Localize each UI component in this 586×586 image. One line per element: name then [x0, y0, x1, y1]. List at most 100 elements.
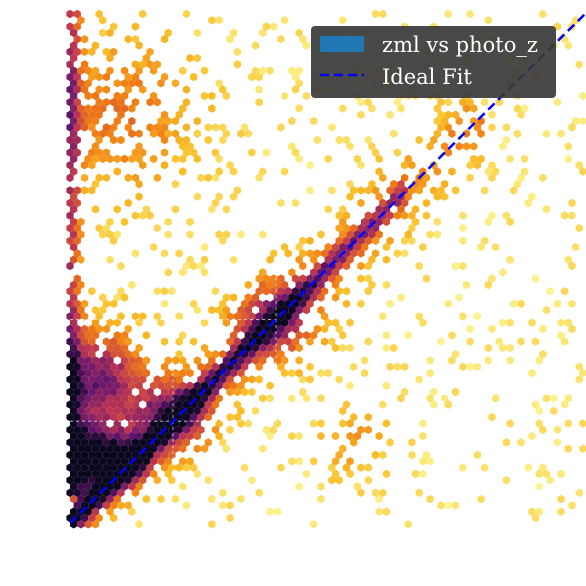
hexbin-cell: [113, 431, 121, 441]
hexbin-cell: [481, 463, 489, 472]
hexbin-cell: [281, 368, 289, 378]
hexbin-cell: [288, 318, 296, 327]
hexbin-cell: [433, 192, 441, 201]
hexbin-cell: [379, 450, 387, 460]
hexbin-cell: [568, 198, 576, 208]
hexbin-cell: [66, 161, 74, 170]
hexbin-cell: [379, 488, 387, 497]
hexbin-cell: [364, 337, 372, 346]
hexbin-cell: [84, 482, 92, 491]
hexbin-cell: [193, 469, 201, 479]
hexbin-cell: [208, 520, 216, 529]
hexbin-cell: [288, 368, 296, 378]
hexbin-cell: [150, 444, 158, 453]
hexbin-cell: [295, 280, 303, 290]
hexbin-cell: [66, 463, 74, 472]
hexbin-cell: [346, 230, 354, 239]
hexbin-cell: [244, 318, 252, 327]
hexbin-cell: [164, 129, 172, 138]
hexbin-cell: [310, 116, 318, 126]
hexbin-cell: [382, 242, 391, 252]
hexbin-cell: [557, 318, 565, 327]
hexbin-cell: [150, 154, 158, 164]
hexbin-cell: [146, 463, 154, 472]
hexbin-cell: [153, 123, 161, 132]
hexbin-cell: [313, 249, 321, 258]
hexbin-cell: [430, 387, 438, 397]
hexbin-cell: [117, 362, 125, 371]
hexbin-cell: [481, 186, 489, 195]
hexbin-cell: [73, 35, 81, 44]
hexbin-cell: [495, 98, 503, 107]
hexbin-cell: [335, 224, 343, 233]
hexbin-cell: [281, 16, 289, 25]
hexbin-cell: [80, 35, 89, 44]
hexbin-cell: [88, 47, 96, 56]
hexbin-cell: [342, 400, 351, 409]
hexbin-cell: [506, 318, 514, 327]
hexbin-cell: [102, 299, 110, 308]
hexbin-cell: [291, 312, 300, 321]
hexbin-cell: [346, 457, 354, 466]
hexbin-cell: [291, 287, 300, 296]
hexbin-cell: [262, 425, 271, 434]
hexbin-cell: [186, 457, 194, 466]
hexbin-cell: [153, 425, 161, 434]
hexbin-cell: [277, 324, 285, 334]
hexbin-cell: [157, 494, 165, 504]
hexbin-cell: [306, 236, 314, 245]
hexbin-cell: [251, 331, 260, 340]
hexbin-cell: [160, 161, 169, 170]
hexbin-cell: [266, 255, 274, 264]
hexbin-cell: [331, 457, 340, 466]
hexbin-cell: [575, 224, 583, 233]
hexbin-cell: [70, 129, 78, 138]
hexbin-cell: [95, 85, 103, 94]
hexbin-cell: [564, 394, 572, 403]
hexbin-cell: [142, 406, 150, 416]
hexbin-cell: [95, 173, 103, 182]
hexbin-cell: [70, 368, 78, 378]
hexbin-cell: [110, 123, 118, 132]
hexbin-cell: [179, 356, 187, 365]
hexbin-cell: [160, 287, 169, 296]
hexbin-cell: [110, 299, 118, 308]
hexbin-cell: [357, 261, 365, 271]
hexbin-cell: [88, 425, 96, 434]
hexbin-cell: [95, 375, 103, 384]
hexbin-cell: [291, 324, 300, 334]
hexbin-cell: [110, 450, 118, 460]
hexbin-cell: [91, 520, 100, 529]
hexbin-cell: [142, 53, 150, 63]
hexbin-cell: [306, 161, 314, 170]
hexbin-cell: [66, 261, 74, 271]
hexbin-cell: [222, 91, 230, 101]
hexbin-cell: [226, 513, 234, 523]
hexbin-cell: [357, 186, 365, 195]
hexbin-cell: [102, 425, 110, 434]
hexbin-cell: [99, 356, 107, 365]
hexbin-cell: [88, 513, 96, 523]
hexbin-cell: [131, 312, 140, 321]
hexbin-cell: [77, 331, 85, 340]
hexbin-cell: [222, 318, 230, 327]
hexbin-cell: [379, 173, 387, 182]
hexbin-cell: [455, 293, 463, 302]
hexbin-cell: [244, 331, 252, 340]
hexbin-cell: [66, 476, 74, 485]
hexbin-cell: [466, 337, 474, 346]
hexbin-cell: [66, 438, 74, 447]
hexbin-cell: [441, 179, 449, 189]
hexbin-cell: [124, 123, 132, 132]
hexbin-cell: [331, 343, 340, 353]
hexbin-cell: [328, 476, 336, 485]
hexbin-cell: [488, 123, 496, 132]
hexbin-cell: [88, 123, 96, 132]
hexbin-cell: [70, 494, 78, 504]
hexbin-cell: [371, 236, 380, 245]
hexbin-cell: [88, 161, 96, 170]
hexbin-cell: [444, 148, 452, 157]
hexbin-cell: [84, 381, 92, 390]
hexbin-cell: [171, 394, 180, 403]
hexbin-cell: [230, 368, 238, 378]
